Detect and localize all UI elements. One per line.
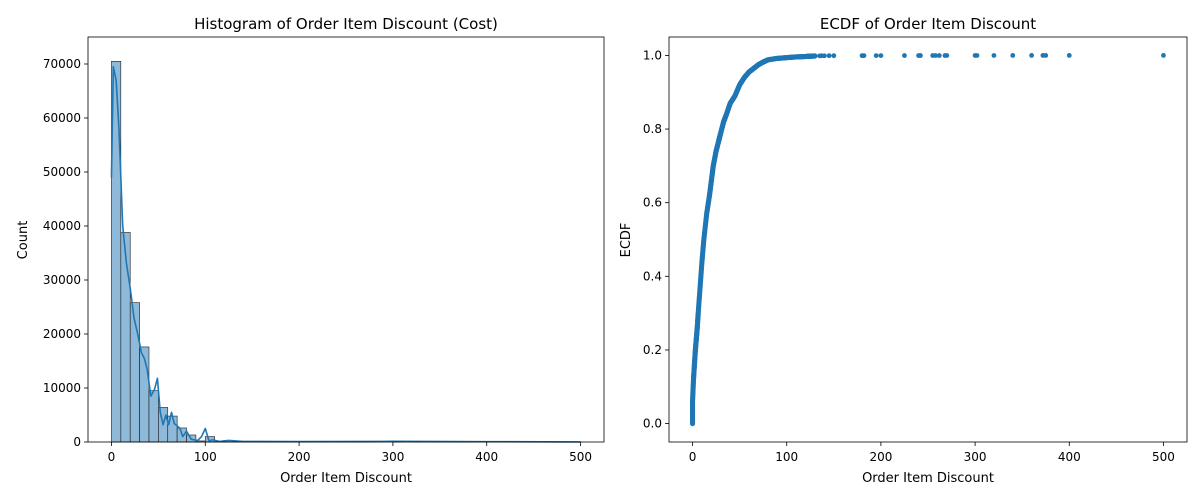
- ecdf-y-tick-label: 0.0: [643, 417, 662, 431]
- ecdf-y-tick-label: 0.2: [643, 343, 662, 357]
- ecdf-point: [1067, 53, 1072, 58]
- histogram-panel: Histogram of Order Item Discount (Cost) …: [16, 15, 604, 486]
- ecdf-x-tick-label: 200: [869, 450, 892, 464]
- ecdf-points: [690, 53, 1166, 426]
- histogram-x-tick-label: 0: [108, 450, 116, 464]
- ecdf-x-tick-label: 300: [964, 450, 987, 464]
- histogram-plot-area: 0 100 200 300 400 500 0 10000 20000 30000 40000 500…: [43, 37, 604, 464]
- histogram-y-tick-label: 0: [73, 435, 81, 449]
- histogram-y-tick-label: 60000: [43, 111, 81, 125]
- ecdf-plot-area: 0 100 200 300 400 500 0.0 0.2 0.4 0.6 0.8 1.0: [643, 37, 1187, 464]
- ecdf-y-tick-label: 0.6: [643, 196, 662, 210]
- histogram-bar: [121, 232, 130, 442]
- histogram-y-tick-label: 30000: [43, 273, 81, 287]
- ecdf-point: [937, 53, 942, 58]
- histogram-y-tick-label: 70000: [43, 57, 81, 71]
- ecdf-y-tick-label: 0.4: [643, 269, 662, 283]
- histogram-y-axis-label: Count: [16, 221, 31, 260]
- histogram-x-tick-label: 500: [569, 450, 592, 464]
- ecdf-point: [879, 53, 884, 58]
- ecdf-x-tick-label: 400: [1058, 450, 1081, 464]
- ecdf-point: [918, 53, 923, 58]
- ecdf-x-tick-label: 100: [775, 450, 798, 464]
- ecdf-point: [827, 53, 832, 58]
- histogram-y-tick-label: 40000: [43, 219, 81, 233]
- ecdf-point: [862, 53, 867, 58]
- histogram-bar: [149, 391, 158, 442]
- ecdf-y-tick-label: 1.0: [643, 48, 662, 62]
- ecdf-point: [874, 53, 879, 58]
- ecdf-point: [822, 53, 827, 58]
- histogram-x-tick-label: 100: [194, 450, 217, 464]
- ecdf-point: [944, 53, 949, 58]
- ecdf-point: [1029, 53, 1034, 58]
- histogram-y-tick-label: 10000: [43, 381, 81, 395]
- histogram-y-tick-label: 50000: [43, 165, 81, 179]
- histogram-x-tick-label: 300: [381, 450, 404, 464]
- ecdf-x-tick-label: 0: [689, 450, 697, 464]
- histogram-x-axis-label: Order Item Discount: [280, 471, 412, 486]
- histogram-axes-frame: [88, 37, 604, 442]
- histogram-title: Histogram of Order Item Discount (Cost): [194, 15, 498, 33]
- ecdf-point: [812, 53, 817, 58]
- histogram-y-tick-label: 20000: [43, 327, 81, 341]
- histogram-kde-line: [111, 67, 580, 442]
- histogram-x-tick-label: 200: [288, 450, 311, 464]
- ecdf-y-tick-label: 0.8: [643, 122, 662, 136]
- ecdf-point: [1043, 53, 1048, 58]
- ecdf-point: [1010, 53, 1015, 58]
- ecdf-panel: ECDF of Order Item Discount 0 100 200 300 40…: [619, 15, 1187, 486]
- ecdf-point: [992, 53, 997, 58]
- ecdf-point: [975, 53, 980, 58]
- ecdf-point: [831, 53, 836, 58]
- ecdf-y-axis-label: ECDF: [619, 223, 634, 258]
- ecdf-axes-frame: [669, 37, 1187, 442]
- ecdf-point: [1161, 53, 1166, 58]
- ecdf-title: ECDF of Order Item Discount: [820, 15, 1036, 33]
- ecdf-x-axis-label: Order Item Discount: [862, 471, 994, 486]
- histogram-bars: [111, 61, 580, 442]
- histogram-x-tick-label: 400: [475, 450, 498, 464]
- ecdf-x-tick-label: 500: [1152, 450, 1175, 464]
- ecdf-point: [902, 53, 907, 58]
